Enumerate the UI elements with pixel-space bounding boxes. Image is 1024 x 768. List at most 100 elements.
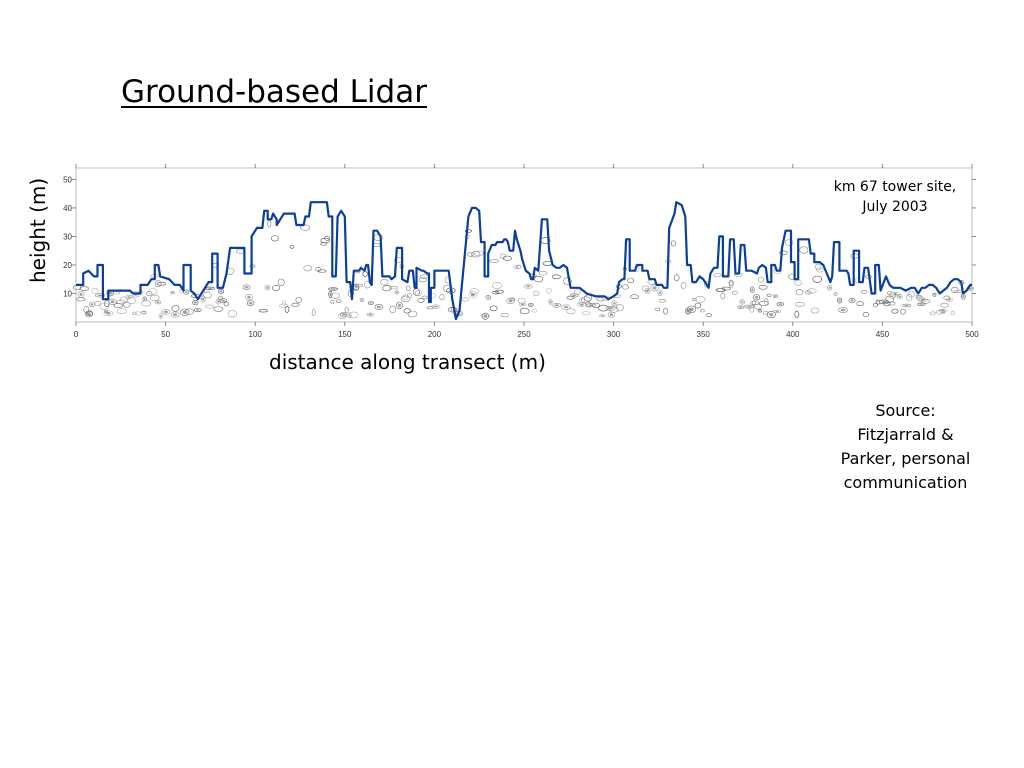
return-contour [561,304,571,310]
x-tick-label: 50 [161,330,170,339]
return-contour [814,263,822,271]
x-tick-label: 0 [74,330,79,339]
return-contour [766,293,772,297]
return-contour-core [398,303,401,308]
x-tick-label: 250 [517,330,531,339]
return-contour-core [87,312,91,316]
return-contour [192,300,199,306]
return-contour [757,309,763,313]
return-contour [246,300,255,306]
return-contour [156,281,167,286]
x-tick-label: 100 [249,330,263,339]
return-contour [217,296,224,301]
return-contour [489,305,498,312]
return-contour [900,308,906,315]
return-contour [362,271,368,277]
return-contour [223,301,229,307]
return-contour [833,292,838,296]
return-contour-core [143,297,146,300]
return-contour-core [221,299,226,302]
return-contour [295,297,302,303]
return-contour [148,288,158,295]
return-contour [203,291,213,299]
return-contour [125,295,133,299]
return-contour [418,277,427,283]
return-contour [284,306,290,313]
return-contour [901,303,912,308]
return-contour [146,291,153,297]
return-contour [673,274,680,282]
return-contour-core [195,309,200,311]
return-contour [170,311,180,318]
return-contour-core [893,293,898,296]
return-contour-core [376,305,381,309]
return-contour-core [646,289,649,293]
return-contour-core [90,303,94,306]
return-contour [772,294,778,298]
return-contour [596,297,605,302]
x-tick-label: 300 [607,330,621,339]
return-contour [873,302,878,308]
return-contour [328,290,333,299]
return-contour [439,294,445,301]
return-contour [551,274,561,280]
return-contour [132,311,137,315]
return-contour [721,286,731,291]
return-contour [766,311,776,319]
return-contour [799,246,809,254]
return-contour-core [219,290,223,293]
return-contour [219,298,228,304]
return-contour [79,286,90,291]
return-contour [349,311,359,319]
return-contour [861,289,868,294]
return-contour [330,299,335,304]
return-contour [421,295,428,300]
return-contour [705,313,713,318]
return-contour [94,293,106,298]
return-contour [127,297,136,305]
return-contour [400,295,411,302]
return-contour [320,237,330,244]
source-line-4: communication [843,473,968,492]
return-contour [542,261,553,266]
return-contour-core [563,306,569,309]
return-contour [605,305,616,311]
return-contour [324,235,330,241]
return-contour [110,291,121,295]
return-contour [161,309,171,315]
return-contour-core [549,300,552,304]
return-contour [793,279,802,286]
return-contour [270,235,279,242]
return-contour [315,267,322,272]
return-contour-core [850,299,854,302]
return-contour [670,240,676,247]
return-contour [170,291,175,295]
return-contour-core [947,298,952,301]
return-contour-core [106,312,111,315]
x-tick-label: 400 [786,330,800,339]
return-contour [406,285,411,291]
return-contour-core [127,296,131,298]
return-contour [921,298,931,304]
return-contour [506,297,515,305]
return-contour [945,297,954,302]
return-contour [227,310,237,318]
return-contour [382,285,392,292]
return-contour [394,290,400,295]
return-contour-core [217,300,220,303]
return-contour [491,282,502,289]
return-contour [784,239,794,246]
return-contour [848,297,856,303]
return-contour [193,308,202,312]
return-contour [339,312,347,318]
return-contour-core [659,291,662,295]
return-contour [795,289,804,296]
return-contour [264,284,271,291]
return-contour [758,284,768,290]
return-contour [473,250,484,257]
return-contour [695,295,706,303]
return-contour-core [487,296,490,299]
return-contour [171,305,180,312]
return-contour [950,310,956,316]
